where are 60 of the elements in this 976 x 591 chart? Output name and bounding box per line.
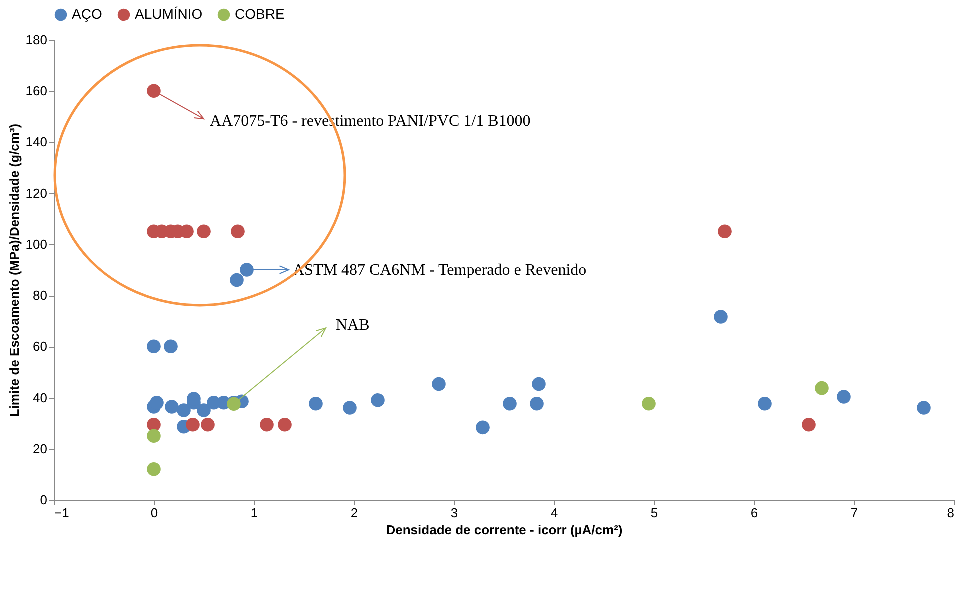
- point: [177, 404, 191, 418]
- x-axis-title: Densidade de corrente - icorr (µA/cm²): [386, 522, 623, 538]
- y-tick-label: 180: [26, 32, 48, 48]
- point: [837, 390, 851, 404]
- point: [758, 397, 772, 411]
- x-tick-label: −1: [54, 506, 70, 520]
- y-tick-label: 160: [26, 84, 48, 99]
- point: [147, 418, 161, 432]
- x-tick-label: 8: [947, 506, 954, 520]
- x-tick-label: 3: [450, 506, 458, 520]
- point: [164, 340, 178, 354]
- point: [714, 310, 728, 324]
- annotation: NAB: [336, 317, 370, 334]
- point: [532, 377, 546, 392]
- y-tick-label: 80: [33, 288, 48, 304]
- point: [815, 381, 829, 396]
- y-tick-label: 40: [33, 390, 48, 406]
- point: [197, 404, 211, 418]
- point: [165, 400, 179, 414]
- point: [476, 420, 490, 435]
- x-tick-label: 7: [850, 506, 858, 520]
- point: [802, 418, 816, 432]
- point: [147, 429, 161, 443]
- point: [197, 224, 211, 239]
- point: [147, 462, 161, 476]
- point: [201, 418, 215, 432]
- x-tick-label: 4: [550, 506, 558, 520]
- y-tick-label: 120: [26, 186, 48, 201]
- legend-label: AÇO: [72, 6, 102, 22]
- point: [230, 273, 244, 288]
- point: [147, 84, 161, 98]
- point: [503, 397, 517, 411]
- point: [917, 401, 931, 415]
- point: [240, 263, 254, 277]
- x-tick-label: 1: [250, 506, 258, 520]
- point: [309, 397, 323, 411]
- y-tick-label: 60: [33, 339, 48, 354]
- point: [150, 396, 164, 410]
- legend-label: ALUMÍNIO: [135, 6, 203, 22]
- y-tick-label: 20: [33, 441, 48, 456]
- x-tick-label: 5: [650, 506, 658, 520]
- point: [371, 393, 385, 408]
- y-tick-label: 100: [26, 236, 48, 252]
- point: [432, 377, 446, 392]
- point: [260, 418, 274, 432]
- x-tick-label: 0: [150, 506, 158, 520]
- y-tick-label: 140: [26, 134, 48, 150]
- y-tick-label: 0: [40, 492, 48, 508]
- y-axis-title: Limite de Escoamento (MPa)/Densidade (g/cm³): [6, 124, 22, 418]
- x-tick-label: 2: [350, 506, 358, 520]
- point: [642, 397, 656, 411]
- point: [147, 340, 161, 354]
- point: [343, 401, 357, 415]
- point: [278, 418, 292, 432]
- point: [186, 418, 200, 432]
- point: [530, 397, 544, 411]
- point: [231, 224, 245, 239]
- x-tick-label: 6: [750, 506, 758, 520]
- legend-label: COBRE: [235, 6, 285, 22]
- point: [718, 224, 732, 239]
